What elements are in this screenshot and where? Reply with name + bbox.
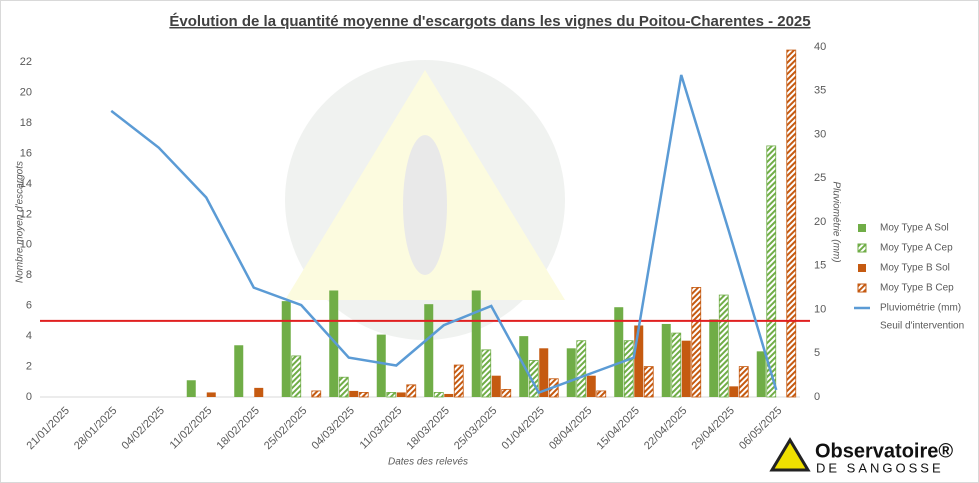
bar bbox=[786, 49, 797, 398]
bar bbox=[643, 366, 654, 398]
legend-label: Moy Type A Sol bbox=[880, 223, 949, 234]
legend-swatch bbox=[858, 264, 866, 272]
bar bbox=[738, 366, 749, 398]
y2-tick-label: 40 bbox=[814, 41, 826, 53]
bar bbox=[453, 364, 464, 398]
y2-tick-label: 35 bbox=[814, 85, 826, 97]
legend-label: Seuil d'intervention bbox=[880, 321, 964, 332]
bar bbox=[539, 348, 549, 397]
bar bbox=[444, 393, 454, 397]
bar bbox=[349, 390, 359, 397]
legend-label: Moy Type B Sol bbox=[880, 263, 950, 274]
y-axis-title: Nombre moyen d'escargots bbox=[15, 161, 26, 283]
bar bbox=[634, 325, 644, 397]
legend-swatch bbox=[857, 243, 867, 253]
bar bbox=[433, 392, 444, 398]
y-tick-label: 6 bbox=[26, 300, 32, 312]
legend-swatch bbox=[858, 224, 866, 232]
bar bbox=[186, 380, 196, 397]
y-tick-label: 4 bbox=[26, 330, 32, 342]
bar bbox=[376, 334, 386, 397]
bar bbox=[718, 294, 729, 398]
y-tick-label: 0 bbox=[26, 391, 32, 403]
legend-swatch bbox=[857, 283, 867, 293]
bar bbox=[481, 349, 492, 398]
y2-tick-label: 10 bbox=[814, 303, 826, 315]
watermark bbox=[285, 60, 565, 340]
logo: Observatoire® DE SANGOSSE bbox=[769, 437, 953, 475]
bar bbox=[596, 390, 607, 398]
y-tick-label: 14 bbox=[20, 178, 32, 190]
legend-label: Moy Type B Cep bbox=[880, 283, 954, 294]
bar bbox=[338, 376, 349, 398]
bar bbox=[206, 392, 216, 397]
y2-tick-label: 5 bbox=[814, 347, 820, 359]
bar bbox=[234, 345, 244, 397]
bar bbox=[311, 390, 322, 398]
bar bbox=[281, 301, 291, 397]
bar bbox=[586, 375, 596, 397]
bar bbox=[691, 287, 702, 398]
bar bbox=[358, 392, 369, 398]
y-tick-label: 8 bbox=[26, 269, 32, 281]
legend-label: Moy Type A Cep bbox=[880, 243, 953, 254]
logo-subtitle: DE SANGOSSE bbox=[816, 460, 944, 475]
bar bbox=[566, 348, 576, 397]
bar bbox=[406, 384, 417, 398]
y2-tick-label: 15 bbox=[814, 260, 826, 272]
bar bbox=[291, 355, 302, 398]
y-tick-label: 18 bbox=[20, 117, 32, 129]
y2-tick-label: 20 bbox=[814, 216, 826, 228]
bar bbox=[386, 392, 397, 398]
logo-name: Observatoire® bbox=[815, 440, 953, 462]
bar bbox=[528, 360, 539, 398]
bar bbox=[254, 387, 264, 397]
x-axis-title: Dates des relevés bbox=[388, 457, 468, 468]
bar bbox=[729, 386, 739, 397]
bar bbox=[671, 332, 682, 398]
bar bbox=[766, 145, 777, 398]
y-tick-label: 16 bbox=[20, 147, 32, 159]
y-tick-label: 20 bbox=[20, 87, 32, 99]
y-tick-label: 10 bbox=[20, 239, 32, 251]
y2-axis-title: Pluviométrie (mm) bbox=[830, 181, 841, 262]
bar bbox=[471, 290, 481, 397]
y2-tick-label: 25 bbox=[814, 172, 826, 184]
bar bbox=[661, 323, 671, 397]
bar bbox=[491, 375, 501, 397]
bar bbox=[623, 340, 634, 398]
y-tick-label: 22 bbox=[20, 56, 32, 68]
bar bbox=[614, 307, 624, 397]
bar bbox=[681, 340, 691, 397]
legend-label: Pluviométrie (mm) bbox=[880, 303, 961, 314]
bar bbox=[501, 388, 512, 398]
bar bbox=[424, 304, 434, 397]
bar bbox=[329, 290, 339, 397]
bar bbox=[756, 351, 766, 397]
bar bbox=[576, 340, 587, 398]
line bbox=[110, 74, 778, 395]
y-tick-label: 12 bbox=[20, 208, 32, 220]
y2-tick-label: 0 bbox=[814, 391, 820, 403]
logo-icon bbox=[769, 437, 811, 472]
bar bbox=[709, 319, 719, 397]
y-tick-label: 2 bbox=[26, 360, 32, 372]
y2-tick-label: 30 bbox=[814, 128, 826, 140]
bar bbox=[396, 392, 406, 397]
chart-title: Évolution de la quantité moyenne d'escar… bbox=[169, 13, 810, 30]
